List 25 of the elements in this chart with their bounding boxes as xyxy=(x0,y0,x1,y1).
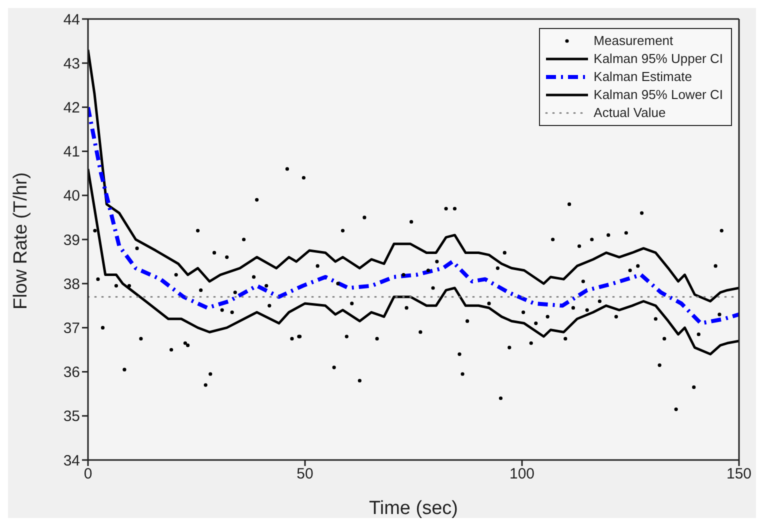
line-series xyxy=(88,105,739,326)
line-series xyxy=(88,48,739,302)
y-tick-label: 35 xyxy=(63,408,80,426)
y-tick-label: 34 xyxy=(63,452,80,470)
x-tick-label: 150 xyxy=(726,466,752,483)
y-tick-label: 39 xyxy=(63,232,80,249)
legend-label: Kalman Estimate xyxy=(594,68,692,86)
legend-label: Actual Value xyxy=(594,104,666,122)
y-tick-label: 38 xyxy=(63,276,80,293)
line-series xyxy=(88,168,739,356)
legend-label: Kalman 95% Lower CI xyxy=(594,86,723,104)
x-tick-label: 100 xyxy=(509,466,535,483)
y-tick-label: 43 xyxy=(63,55,80,72)
y-tick-label: 40 xyxy=(63,188,80,205)
y-tick-label: 41 xyxy=(63,144,80,161)
y-tick-label: 36 xyxy=(63,364,80,382)
legend-label: Kalman 95% Upper CI xyxy=(594,50,723,68)
y-tick-label: 44 xyxy=(63,11,80,28)
y-tick-label: 37 xyxy=(63,320,80,338)
x-tick-label: 0 xyxy=(84,466,92,483)
y-tick-label: 42 xyxy=(63,100,80,117)
x-tick-label: 50 xyxy=(296,466,314,483)
legend-label: Measurement xyxy=(594,32,674,50)
x-axis-title: Time (sec) xyxy=(368,498,458,519)
y-axis-title: Flow Rate (T/hr) xyxy=(10,172,32,310)
